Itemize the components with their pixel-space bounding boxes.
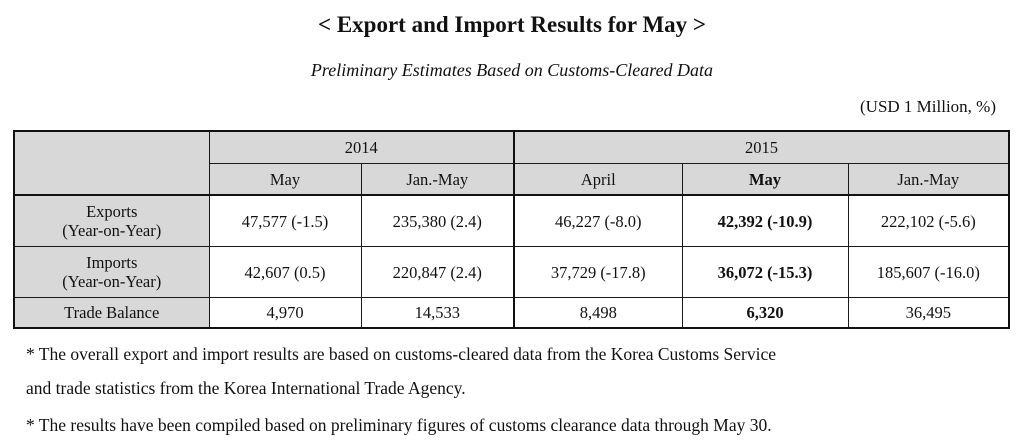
table-cell: 8,498 <box>513 297 683 329</box>
row-label-line: (Year-on-Year) <box>62 272 162 291</box>
month-header-highlight: May <box>681 163 849 196</box>
table-row-exports: Exports (Year-on-Year) 47,577 (-1.5) 235… <box>13 194 1011 247</box>
year-header-2015: 2015 <box>512 130 1011 164</box>
table-cell: 14,533 <box>360 297 515 329</box>
table-cell: 42,607 (0.5) <box>208 246 362 298</box>
results-table: 2014 2015 May Jan.-May April May Jan.-Ma… <box>13 130 1011 329</box>
page-subtitle: Preliminary Estimates Based on Customs-C… <box>310 60 714 80</box>
table-cell: 235,380 (2.4) <box>360 194 515 247</box>
footnote-line: and trade statistics from the Korea Inte… <box>26 378 466 398</box>
month-header: Jan.-May <box>360 163 515 196</box>
row-label-imports: Imports (Year-on-Year) <box>13 246 210 298</box>
month-header: May <box>208 163 362 196</box>
corner-cell <box>13 130 210 196</box>
page-title: < Export and Import Results for May > <box>317 12 707 37</box>
row-label-line: Exports <box>86 202 138 221</box>
month-header: Jan.-May <box>847 163 1011 196</box>
header-row-year: 2014 2015 <box>13 130 1011 196</box>
table-cell: 36,495 <box>847 297 1011 329</box>
table-cell-highlight: 36,072 (-15.3) <box>681 246 849 298</box>
table-cell: 4,970 <box>208 297 362 329</box>
table-row-trade-balance: Trade Balance 4,970 14,533 8,498 6,320 3… <box>13 297 1011 329</box>
table-cell-highlight: 6,320 <box>681 297 849 329</box>
row-label-exports: Exports (Year-on-Year) <box>13 194 210 247</box>
table-cell: 220,847 (2.4) <box>360 246 515 298</box>
table-cell: 47,577 (-1.5) <box>208 194 362 247</box>
footnote-line: * The results have been compiled based o… <box>26 415 772 435</box>
table-cell: 37,729 (-17.8) <box>513 246 683 298</box>
table-cell: 185,607 (-16.0) <box>847 246 1011 298</box>
month-header: April <box>513 163 683 196</box>
unit-label: (USD 1 Million, %) <box>860 97 996 116</box>
table-cell: 46,227 (-8.0) <box>513 194 683 247</box>
header-row-month: May Jan.-May April May Jan.-May <box>14 163 1011 196</box>
row-label-line: (Year-on-Year) <box>62 221 162 240</box>
table-row-imports: Imports (Year-on-Year) 42,607 (0.5) 220,… <box>13 246 1011 298</box>
row-label-trade-balance: Trade Balance <box>13 297 210 329</box>
table-cell-highlight: 42,392 (-10.9) <box>681 194 849 247</box>
footnote-line: * The overall export and import results … <box>26 344 776 364</box>
row-label-line: Imports <box>86 253 138 272</box>
year-header-2014: 2014 <box>208 130 515 164</box>
table-cell: 222,102 (-5.6) <box>847 194 1011 247</box>
